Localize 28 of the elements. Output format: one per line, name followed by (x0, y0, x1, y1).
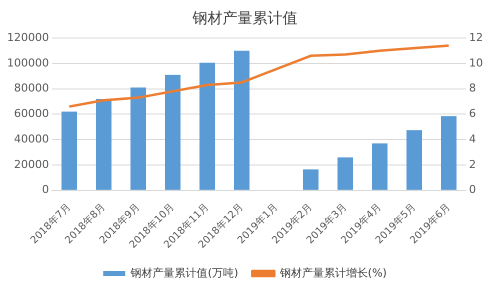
y2-tick-label: 6 (469, 107, 476, 120)
y2-tick-label: 4 (469, 132, 476, 146)
y-tick-label: 0 (42, 183, 49, 196)
bar (164, 74, 181, 190)
bar (406, 130, 422, 190)
y-tick-label: 20000 (14, 158, 49, 171)
bar (372, 143, 388, 190)
bar (234, 50, 250, 190)
y-tick-label: 100000 (6, 56, 49, 70)
y-tick-label: 120000 (6, 30, 49, 44)
bar (440, 116, 457, 190)
y2-tick-label: 2 (469, 158, 476, 171)
chart-title: 钢材产量累计值 (192, 8, 298, 27)
y2-tick-label: 0 (469, 183, 476, 196)
y-tick-label: 60000 (14, 107, 49, 120)
bar (337, 157, 354, 190)
bar (61, 112, 78, 190)
bar (302, 169, 319, 190)
y2-tick-label: 12 (469, 30, 484, 44)
y-tick-label: 40000 (14, 132, 49, 146)
y2-tick-label: 8 (469, 82, 476, 95)
y-tick-label: 80000 (14, 82, 49, 95)
bar (130, 88, 146, 190)
bar (96, 98, 112, 190)
bar (199, 62, 216, 190)
legend-label: 钢材产量累计增长(%) (278, 266, 387, 280)
legend-label: 钢材产量累计值(万吨) (130, 266, 238, 280)
y2-tick-label: 10 (469, 56, 484, 70)
